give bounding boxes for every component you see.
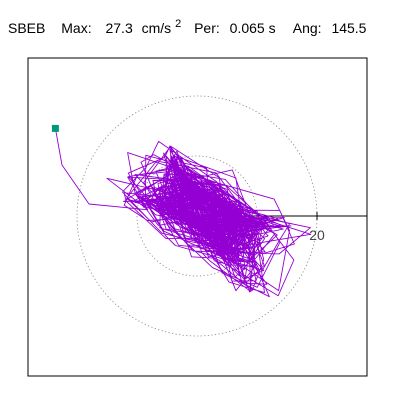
title-max-unit: cm/s xyxy=(142,20,172,36)
title-station: SBEB xyxy=(8,20,45,36)
chart-title: SBEB Max: 27.3 cm/s 2 Per: 0.065 s Ang: … xyxy=(8,14,367,36)
title-max-unit-exp: 2 xyxy=(175,18,181,30)
title-max-value: 27.3 xyxy=(105,20,132,36)
orbit-trace xyxy=(54,128,312,298)
axis-tick-label-20: 20 xyxy=(309,227,325,243)
trace-start-marker xyxy=(51,124,59,132)
title-max-label: Max: xyxy=(61,20,91,36)
title-ang-value: 145.5 xyxy=(331,20,366,36)
plot-frame xyxy=(27,57,368,377)
title-ang-label: Ang: xyxy=(293,20,322,36)
title-per-label: Per: xyxy=(194,20,220,36)
title-per-value: 0.065 s xyxy=(230,20,276,36)
